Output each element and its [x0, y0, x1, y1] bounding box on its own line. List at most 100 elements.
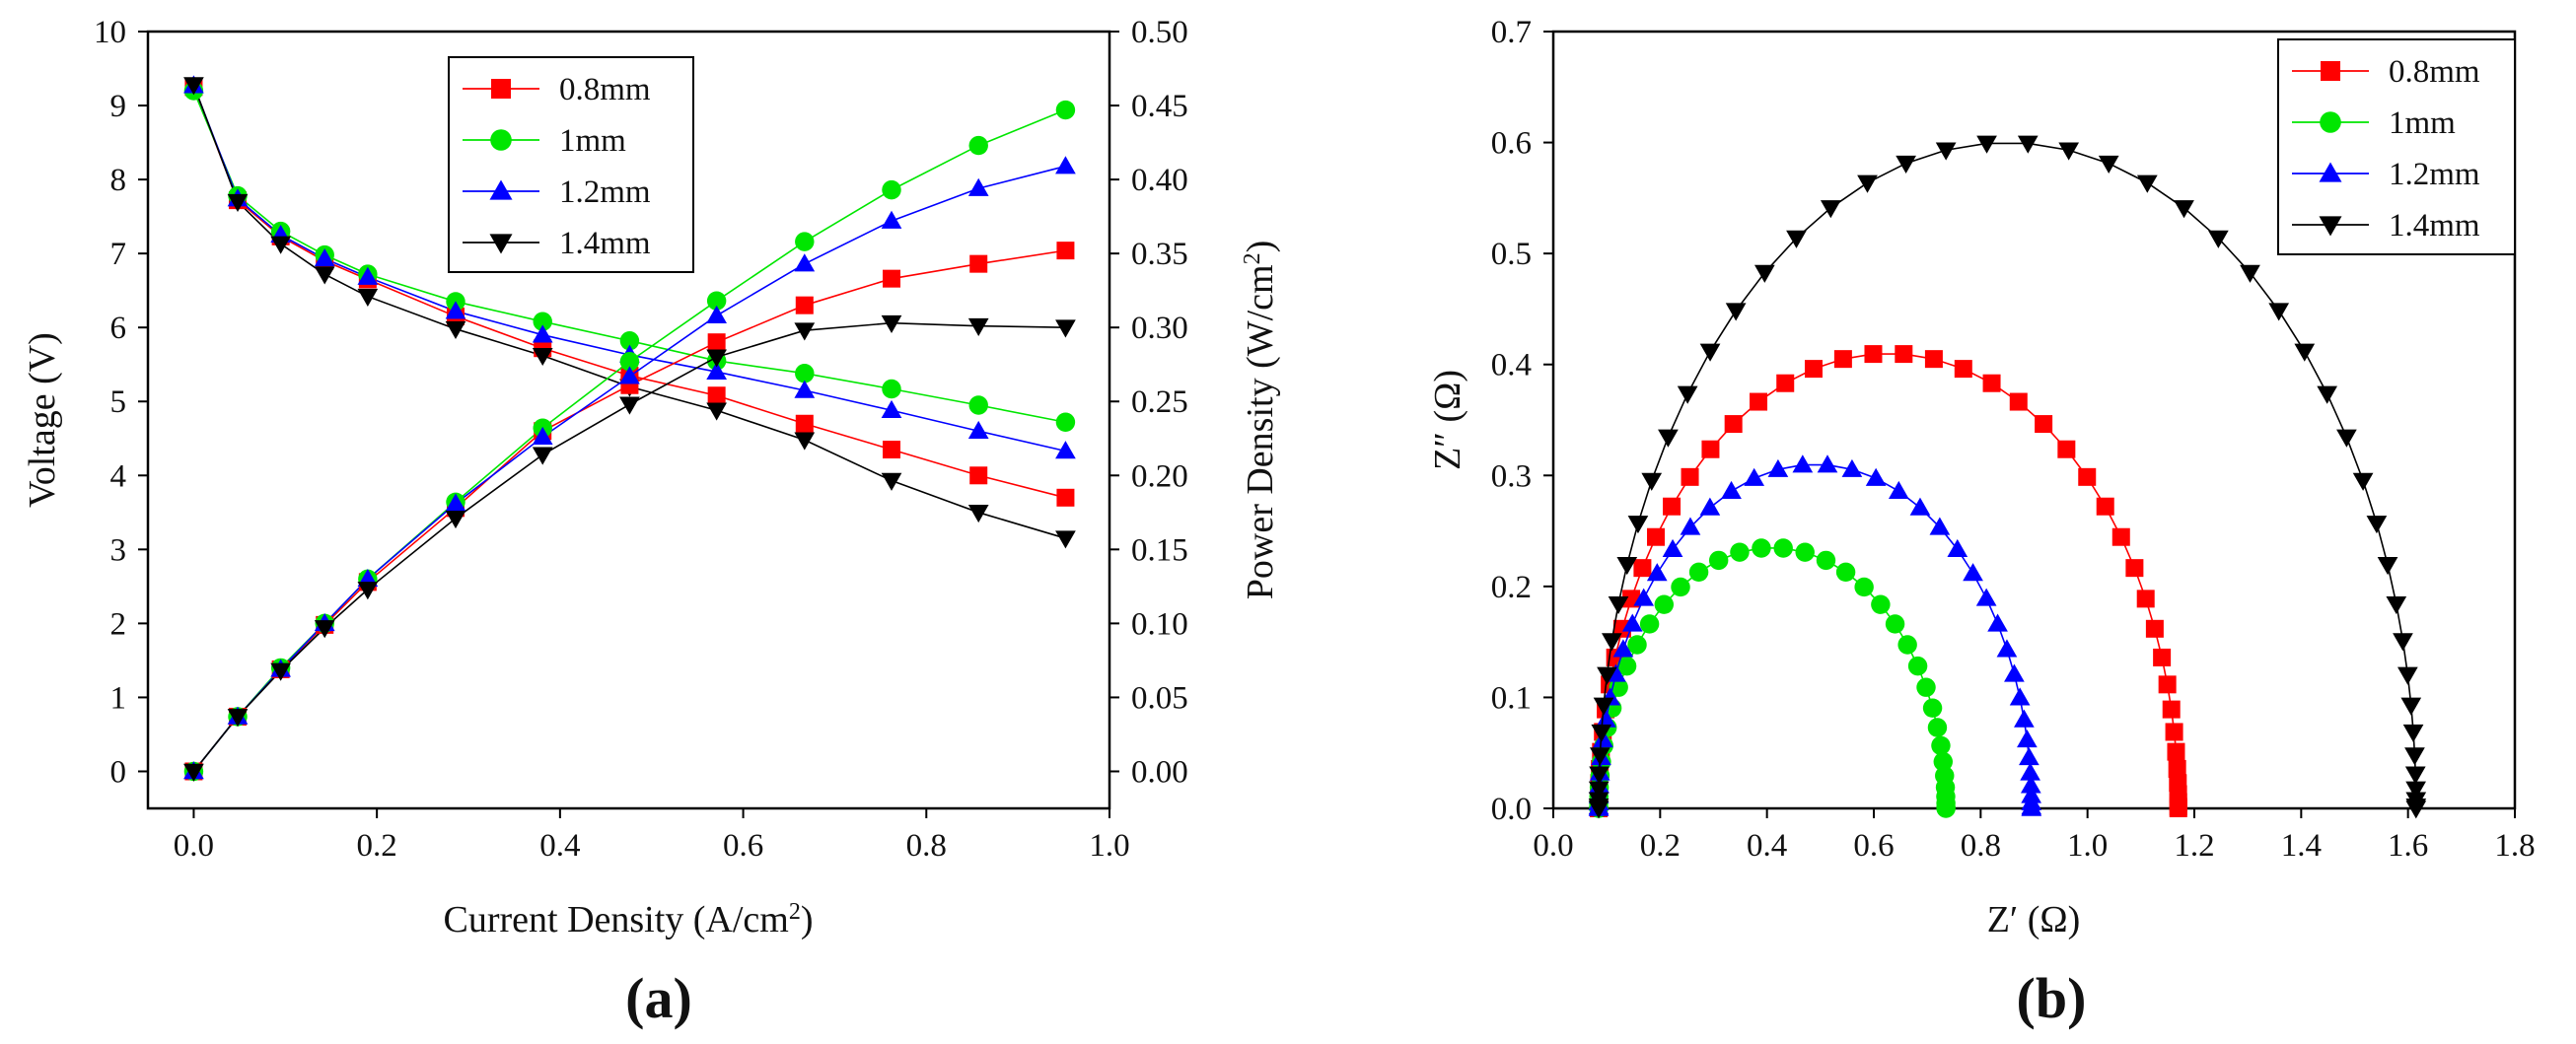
- chart-a-legend-marker: [489, 179, 513, 200]
- chart-b-xtick-label: 1.0: [2067, 828, 2108, 864]
- chart-b-point: [2004, 663, 2025, 682]
- chart-b-point: [1744, 467, 1765, 486]
- chart-b-point: [1750, 392, 1768, 411]
- chart-a-legend-box: [448, 56, 694, 273]
- chart-b-point: [1658, 429, 1679, 448]
- chart-b-point: [1975, 588, 1997, 606]
- chart-b-point: [1646, 563, 1668, 582]
- chart-b-point: [1833, 350, 1852, 369]
- chart-b-xtick-label: 0.2: [1640, 828, 1681, 864]
- chart-b-point: [1621, 613, 1643, 632]
- chart-a-voltage-point: [183, 77, 204, 96]
- chart-b-point: [1627, 516, 1649, 534]
- chart-a-xtick-label: 1.0: [1089, 828, 1129, 864]
- chart-a-y2tick-label: 0.30: [1131, 311, 1188, 346]
- chart-b-point: [2111, 527, 2130, 546]
- chart-a-y2tick-label: 0.40: [1131, 163, 1188, 198]
- chart-a-power-point: [357, 582, 379, 600]
- chart-a-power-point: [227, 709, 249, 728]
- chart-b-point: [2336, 429, 2357, 448]
- chart-b-point: [2017, 729, 2038, 748]
- chart-b-legend-label: 1.4mm: [2389, 208, 2480, 244]
- chart-b-panel-label: (b): [2017, 966, 2087, 1030]
- chart-b-legend-marker: [2321, 61, 2340, 81]
- chart-a-voltage-point: [270, 236, 291, 254]
- chart-b-point: [1591, 724, 1612, 742]
- chart-b-point: [2145, 619, 2164, 638]
- chart-b-point: [1608, 595, 1629, 615]
- chart-b-point: [1633, 559, 1652, 578]
- chart-a-ticks: 0.0 0.2 0.4 0.6 0.8 1.0 0 1 2 3 4 5 6 7 8 9 10 0.00 0.05 0.…: [94, 15, 1188, 864]
- chart-a-power-point: [794, 253, 816, 272]
- chart-b-xtick-label: 0.8: [1961, 828, 2001, 864]
- chart-b-point: [1792, 454, 1814, 473]
- chart-b-point: [1588, 792, 1610, 810]
- chart-a-power-point: [881, 210, 902, 229]
- chart-a-power-point: [270, 662, 291, 681]
- chart-a-voltage-point: [1055, 441, 1076, 459]
- chart-a-power-point: [1055, 100, 1076, 120]
- chart-b-point: [1730, 542, 1750, 562]
- chart-b-point: [1680, 517, 1701, 535]
- chart-a-voltage-point: [883, 441, 900, 459]
- chart-b-point: [1671, 577, 1690, 597]
- chart-a-power-line: [192, 249, 1066, 772]
- chart-a-power-point: [969, 254, 988, 273]
- chart-b-point: [2168, 759, 2186, 778]
- chart-a-voltage-point: [357, 288, 379, 308]
- chart-a-xtick-label: 0.8: [906, 828, 947, 864]
- chart-b-point: [1895, 345, 1913, 364]
- chart-b-point: [1864, 345, 1883, 364]
- chart-a-voltage-point: [795, 364, 815, 383]
- chart-a-series: [183, 75, 1076, 782]
- chart-b-point: [2096, 497, 2114, 516]
- chart-b-legend-label: 1mm: [2389, 105, 2456, 141]
- chart-b-legend-marker: [2319, 216, 2342, 237]
- chart-a-ytick-label: 0: [110, 754, 127, 790]
- chart-b-point: [1662, 538, 1683, 557]
- chart-a-voltage-point: [794, 380, 816, 398]
- chart-b-point: [2404, 747, 2425, 766]
- chart-b-ytick-label: 0.5: [1491, 237, 1532, 272]
- chart-b-point: [1795, 542, 1815, 562]
- chart-b-point: [1597, 666, 1617, 685]
- chart-a-voltage-point: [1056, 488, 1075, 507]
- chart-b-point: [1922, 698, 1943, 718]
- chart-b-xtick-label: 1.8: [2494, 828, 2535, 864]
- chart-b-ytick-label: 0.7: [1491, 15, 1532, 50]
- chart-a-power-point: [707, 333, 726, 352]
- chart-b-point: [1752, 538, 1771, 558]
- chart-a-ytick-label: 3: [110, 532, 127, 568]
- chart-a-ytick-label: 5: [110, 384, 127, 420]
- chart-a-legend-marker: [490, 129, 512, 151]
- chart-b-point: [1590, 747, 1610, 766]
- chart-b-point: [1721, 480, 1742, 499]
- chart-b-point: [2153, 648, 2172, 666]
- chart-b-ytick-label: 0.1: [1491, 680, 1532, 716]
- chart-a-legend-label: 1mm: [559, 123, 626, 159]
- chart-b-point: [1681, 467, 1699, 486]
- chart-a-voltage-point: [445, 320, 466, 340]
- chart-a-y2tick-label: 0.25: [1131, 384, 1188, 420]
- chart-b-point: [2352, 472, 2374, 491]
- chart-b-legend-marker: [2320, 111, 2341, 133]
- chart-b-legend-marker: [2319, 162, 2342, 182]
- chart-b-ylabel: Z″ (Ω): [1427, 370, 1468, 470]
- chart-a-voltage-point: [706, 402, 727, 421]
- chart-a-legend-label: 1.2mm: [559, 174, 651, 210]
- chart-a-power-point: [619, 396, 640, 415]
- chart-b-point: [1816, 550, 1836, 571]
- chart-b-point: [1871, 594, 1891, 614]
- chart-b-series: [1588, 135, 2427, 819]
- chart-b-ytick-label: 0.0: [1491, 792, 1532, 827]
- chart-a-voltage-point: [1055, 412, 1076, 432]
- chart-b-point: [1916, 677, 1936, 697]
- chart-b-point: [2402, 724, 2424, 742]
- chart-a-voltage-point: [795, 414, 814, 433]
- chart-a-voltage-point: [969, 466, 988, 485]
- chart-a-voltage-point: [532, 324, 553, 343]
- chart-b-point: [1976, 135, 1997, 154]
- chart-a-voltage-point: [968, 395, 988, 415]
- chart-b-point: [1593, 697, 1614, 716]
